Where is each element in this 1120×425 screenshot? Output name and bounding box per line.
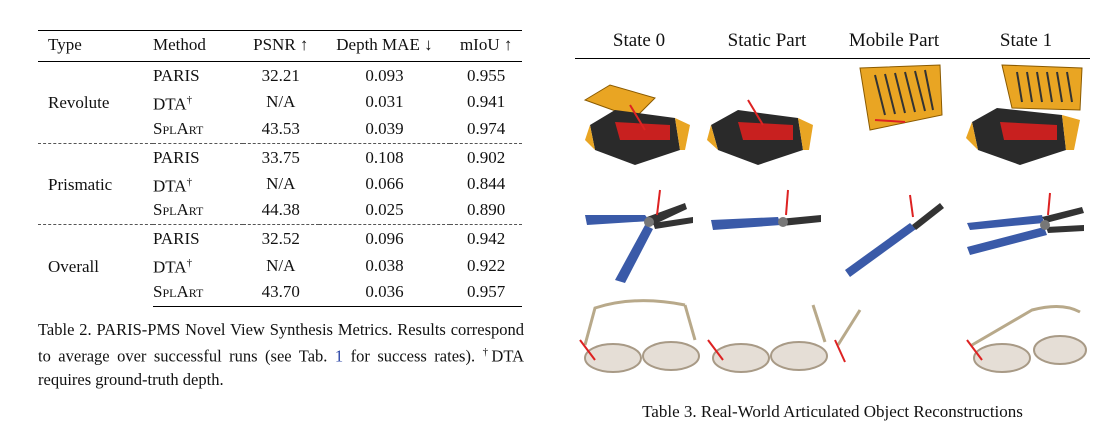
depth-value: 0.108	[318, 142, 451, 170]
column-header-static-part: Static Part	[727, 30, 807, 51]
glasses-static-part-image	[703, 290, 831, 390]
method-name: DTA†	[153, 94, 193, 114]
type-label: Prismatic	[38, 142, 153, 225]
miou-value: 0.942	[450, 224, 522, 252]
table-header-row: Type Method PSNR ↑ Depth MAE ↓ mIoU ↑	[38, 30, 522, 62]
glasses-state-0-image	[575, 290, 703, 390]
table2-caption: Table 2. PARIS-PMS Novel View Synthesis …	[38, 320, 525, 389]
depth-value: 0.039	[365, 118, 404, 138]
psnr-value: 32.52	[243, 224, 319, 252]
miou-value: 0.941	[467, 92, 506, 112]
column-header-state-0: State 0	[612, 30, 666, 51]
table3-caption: Table 3. Real-World Articulated Object R…	[642, 402, 1023, 421]
psnr-value: N/A	[266, 255, 296, 275]
miou-value: 0.890	[467, 200, 506, 220]
dagger-mark: †	[186, 257, 193, 270]
toolbox-state-0-image	[575, 70, 703, 170]
table-row: SplArt 43.53 0.039 0.974	[38, 117, 522, 144]
depth-value: 0.025	[365, 200, 404, 220]
type-label: Revolute	[48, 93, 110, 113]
method-name: SplArt	[153, 118, 204, 138]
dagger-mark: †	[482, 346, 492, 358]
miou-value: 0.957	[450, 279, 522, 307]
header-miou: mIoU ↑	[459, 35, 513, 54]
psnr-value: 33.75	[243, 142, 319, 170]
pliers-state-0-image	[575, 185, 703, 285]
header-depth-mae: Depth MAE ↓	[336, 35, 433, 54]
grid-header: State 0 Static Part Mobile Part State 1	[575, 30, 1090, 59]
toolbox-state-1-image	[962, 60, 1090, 165]
psnr-value: N/A	[266, 92, 296, 112]
miou-value: 0.974	[467, 118, 506, 138]
table1-reference-link[interactable]: 1	[334, 346, 344, 366]
column-header-state-1: State 1	[999, 30, 1053, 51]
glasses-mobile-part-image	[830, 290, 958, 390]
reconstruction-grid	[575, 60, 1090, 390]
header-psnr: PSNR ↑	[253, 35, 309, 54]
miou-value: 0.902	[450, 142, 522, 170]
psnr-value: 32.21	[261, 66, 300, 85]
depth-value: 0.066	[365, 173, 404, 193]
method-name: DTA†	[153, 175, 193, 196]
table-row: SplArt 43.70 0.036 0.957	[38, 279, 522, 307]
method-name: SplArt	[153, 279, 243, 307]
method-name: PARIS	[153, 142, 243, 170]
table-row: DTA† N/A 0.031 0.941	[38, 88, 522, 117]
metrics-table: Type Method PSNR ↑ Depth MAE ↓ mIoU ↑ Re…	[38, 30, 522, 307]
toolbox-static-part-image	[703, 70, 831, 170]
table-row: DTA† N/A 0.066 0.844	[38, 170, 522, 199]
pliers-static-part-image	[703, 185, 831, 285]
pliers-state-1-image	[962, 185, 1090, 285]
dagger-mark: †	[186, 175, 193, 188]
glasses-state-1-image	[962, 290, 1090, 390]
pliers-mobile-part-image	[830, 185, 958, 285]
method-name: PARIS	[153, 66, 200, 85]
method-name: DTA†	[153, 257, 193, 277]
miou-value: 0.922	[467, 255, 506, 275]
method-name: SplArt	[153, 200, 204, 220]
header-method: Method	[153, 35, 206, 54]
miou-value: 0.844	[467, 173, 506, 193]
depth-value: 0.096	[318, 224, 451, 252]
table-row: Revolute PARIS 32.21 0.093 0.955	[38, 62, 522, 112]
miou-value: 0.955	[467, 66, 506, 85]
column-header-mobile-part: Mobile Part	[848, 30, 940, 51]
table-row: Overall PARIS 32.52 0.096 0.942	[38, 224, 522, 307]
table-row: Prismatic PARIS 33.75 0.108 0.902	[38, 142, 522, 225]
dagger-mark: †	[186, 94, 193, 106]
table-row: DTA† N/A 0.038 0.922	[38, 251, 522, 280]
psnr-value: N/A	[266, 173, 296, 193]
depth-value: 0.031	[365, 92, 404, 112]
psnr-value: 43.53	[261, 118, 300, 138]
depth-value: 0.038	[365, 255, 404, 275]
group-prismatic: Prismatic PARIS 33.75 0.108 0.902 DTA† N…	[38, 142, 522, 225]
psnr-value: 43.70	[243, 279, 319, 307]
depth-value: 0.036	[318, 279, 451, 307]
toolbox-mobile-part-image	[830, 60, 958, 160]
psnr-value: 44.38	[261, 200, 300, 220]
type-label: Overall	[38, 224, 153, 307]
table-row: SplArt 44.38 0.025 0.890	[38, 198, 522, 225]
group-revolute: Revolute PARIS 32.21 0.093 0.955 DTA† N/…	[38, 62, 522, 144]
depth-value: 0.093	[365, 66, 404, 85]
group-overall: Overall PARIS 32.52 0.096 0.942 DTA† N/A…	[38, 224, 522, 307]
header-type: Type	[48, 35, 82, 54]
method-name: PARIS	[153, 224, 243, 252]
